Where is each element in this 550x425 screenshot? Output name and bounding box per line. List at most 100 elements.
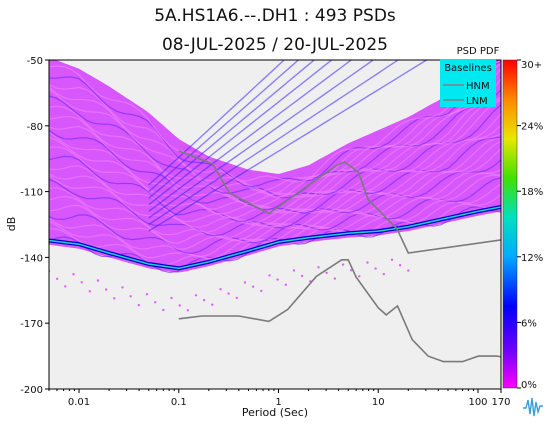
density-streak bbox=[49, 177, 501, 254]
density-dot bbox=[154, 301, 157, 304]
density-dot bbox=[56, 277, 59, 280]
density-dot bbox=[358, 275, 361, 278]
density-streak bbox=[49, 148, 501, 234]
legend-title: Baselines bbox=[444, 63, 492, 74]
y-tick-label: -80 bbox=[27, 122, 43, 133]
x-axis: 0.01 0.1 1 10 100 170 bbox=[48, 389, 511, 408]
x-tick-label: 100 bbox=[468, 397, 487, 408]
legend-entry-hnm: HNM bbox=[466, 81, 490, 92]
density-dot bbox=[178, 304, 181, 307]
density-streak bbox=[148, 60, 316, 199]
density-streak bbox=[49, 61, 501, 188]
density-dot bbox=[243, 281, 247, 284]
baseline-lines bbox=[178, 150, 501, 363]
density-dot bbox=[235, 296, 238, 300]
density-dot bbox=[137, 303, 140, 307]
chart-subtitle: 08-JUL-2025 / 20-JUL-2025 bbox=[161, 35, 388, 55]
density-streak bbox=[49, 60, 501, 183]
density-dot bbox=[390, 258, 394, 261]
density-dot bbox=[349, 269, 353, 272]
colorbar bbox=[502, 59, 518, 389]
density-dot bbox=[260, 289, 263, 293]
baseline-hnm bbox=[178, 150, 501, 254]
density-dot bbox=[325, 271, 328, 275]
density-dot bbox=[300, 274, 304, 278]
legend-box bbox=[440, 59, 496, 107]
density-dot bbox=[105, 288, 108, 291]
y-tick-label: -170 bbox=[20, 319, 43, 330]
density-dot bbox=[72, 273, 75, 276]
density-dot bbox=[284, 283, 287, 286]
x-tick-label: 0.1 bbox=[171, 397, 187, 408]
density-dot bbox=[317, 266, 320, 269]
density-streak bbox=[49, 89, 501, 199]
density-streak bbox=[148, 60, 300, 193]
density-dot bbox=[113, 297, 116, 300]
density-streak bbox=[148, 60, 375, 219]
density-streak bbox=[148, 60, 353, 212]
y-axis: -50 -80 -110 -140 -170 -200 bbox=[20, 56, 49, 396]
density-dot bbox=[145, 293, 149, 296]
colorbar-tick-label: 0% bbox=[521, 380, 537, 391]
density-streak bbox=[49, 124, 501, 215]
density-dot bbox=[407, 269, 410, 272]
density-streak bbox=[148, 60, 286, 186]
density-dot bbox=[276, 278, 279, 281]
legend-entry-lnm: LNM bbox=[466, 96, 488, 107]
x-tick-label: 0.01 bbox=[68, 397, 90, 408]
colorbar-title: PSD PDF bbox=[457, 46, 500, 57]
density-dot bbox=[227, 292, 230, 295]
density-dot bbox=[121, 286, 124, 289]
colorbar-tick-label: 24% bbox=[521, 122, 543, 133]
chart-title: 5A.HS1A6.--.DH1 : 493 PSDs bbox=[154, 6, 396, 26]
density-streak bbox=[49, 68, 501, 195]
y-axis-label: dB bbox=[5, 217, 18, 232]
density-streak bbox=[49, 96, 501, 200]
density-dot bbox=[341, 263, 345, 266]
density-dot bbox=[162, 308, 165, 312]
y-tick-label: -50 bbox=[27, 56, 43, 67]
density-streak bbox=[49, 62, 501, 192]
density-dot bbox=[211, 303, 214, 306]
density-dot bbox=[96, 279, 100, 282]
density-streak bbox=[49, 169, 501, 239]
density-streak bbox=[49, 159, 501, 237]
density-dot bbox=[170, 296, 173, 300]
colorbar-tick-label: 18% bbox=[521, 187, 543, 198]
density-dot bbox=[366, 261, 369, 264]
colorbar-ticks: 30+ 24% 18% 12% 6% 0% bbox=[517, 59, 543, 391]
legend: PSD PDF Baselines HNM LNM bbox=[440, 46, 500, 107]
x-tick-label: 1 bbox=[275, 397, 281, 408]
y-tick-label: -110 bbox=[20, 188, 43, 199]
density-streak bbox=[148, 60, 333, 206]
density-streak bbox=[49, 104, 501, 211]
density-streak bbox=[49, 78, 501, 198]
colorbar-tick-label: 12% bbox=[521, 253, 543, 264]
density-dot bbox=[382, 272, 385, 276]
density-dot bbox=[292, 269, 296, 272]
waveform-logo bbox=[521, 394, 545, 418]
density-dot bbox=[251, 285, 255, 288]
density-dot bbox=[333, 277, 336, 280]
density-streak bbox=[49, 183, 501, 258]
y-tick-label: -200 bbox=[20, 385, 43, 396]
density-streak bbox=[49, 113, 501, 213]
density-dot bbox=[398, 264, 402, 267]
density-dot bbox=[88, 290, 92, 293]
colorbar-tick-label: 6% bbox=[521, 318, 537, 329]
x-tick-label: 170 bbox=[491, 397, 510, 408]
y-tick-label: -140 bbox=[20, 253, 43, 264]
density-dot bbox=[219, 288, 222, 291]
density-dot bbox=[64, 285, 67, 288]
density-streak bbox=[148, 60, 428, 232]
x-tick-label: 10 bbox=[372, 397, 385, 408]
density-streak bbox=[148, 60, 400, 226]
x-axis-label: Period (Sec) bbox=[242, 406, 308, 419]
density-ridge-floor-peak bbox=[49, 206, 501, 270]
colorbar-tick-label: 30+ bbox=[521, 60, 542, 71]
density-dot bbox=[186, 309, 189, 312]
density-dot bbox=[129, 295, 132, 298]
density-streak bbox=[49, 140, 501, 228]
baseline-lnm bbox=[178, 258, 501, 363]
